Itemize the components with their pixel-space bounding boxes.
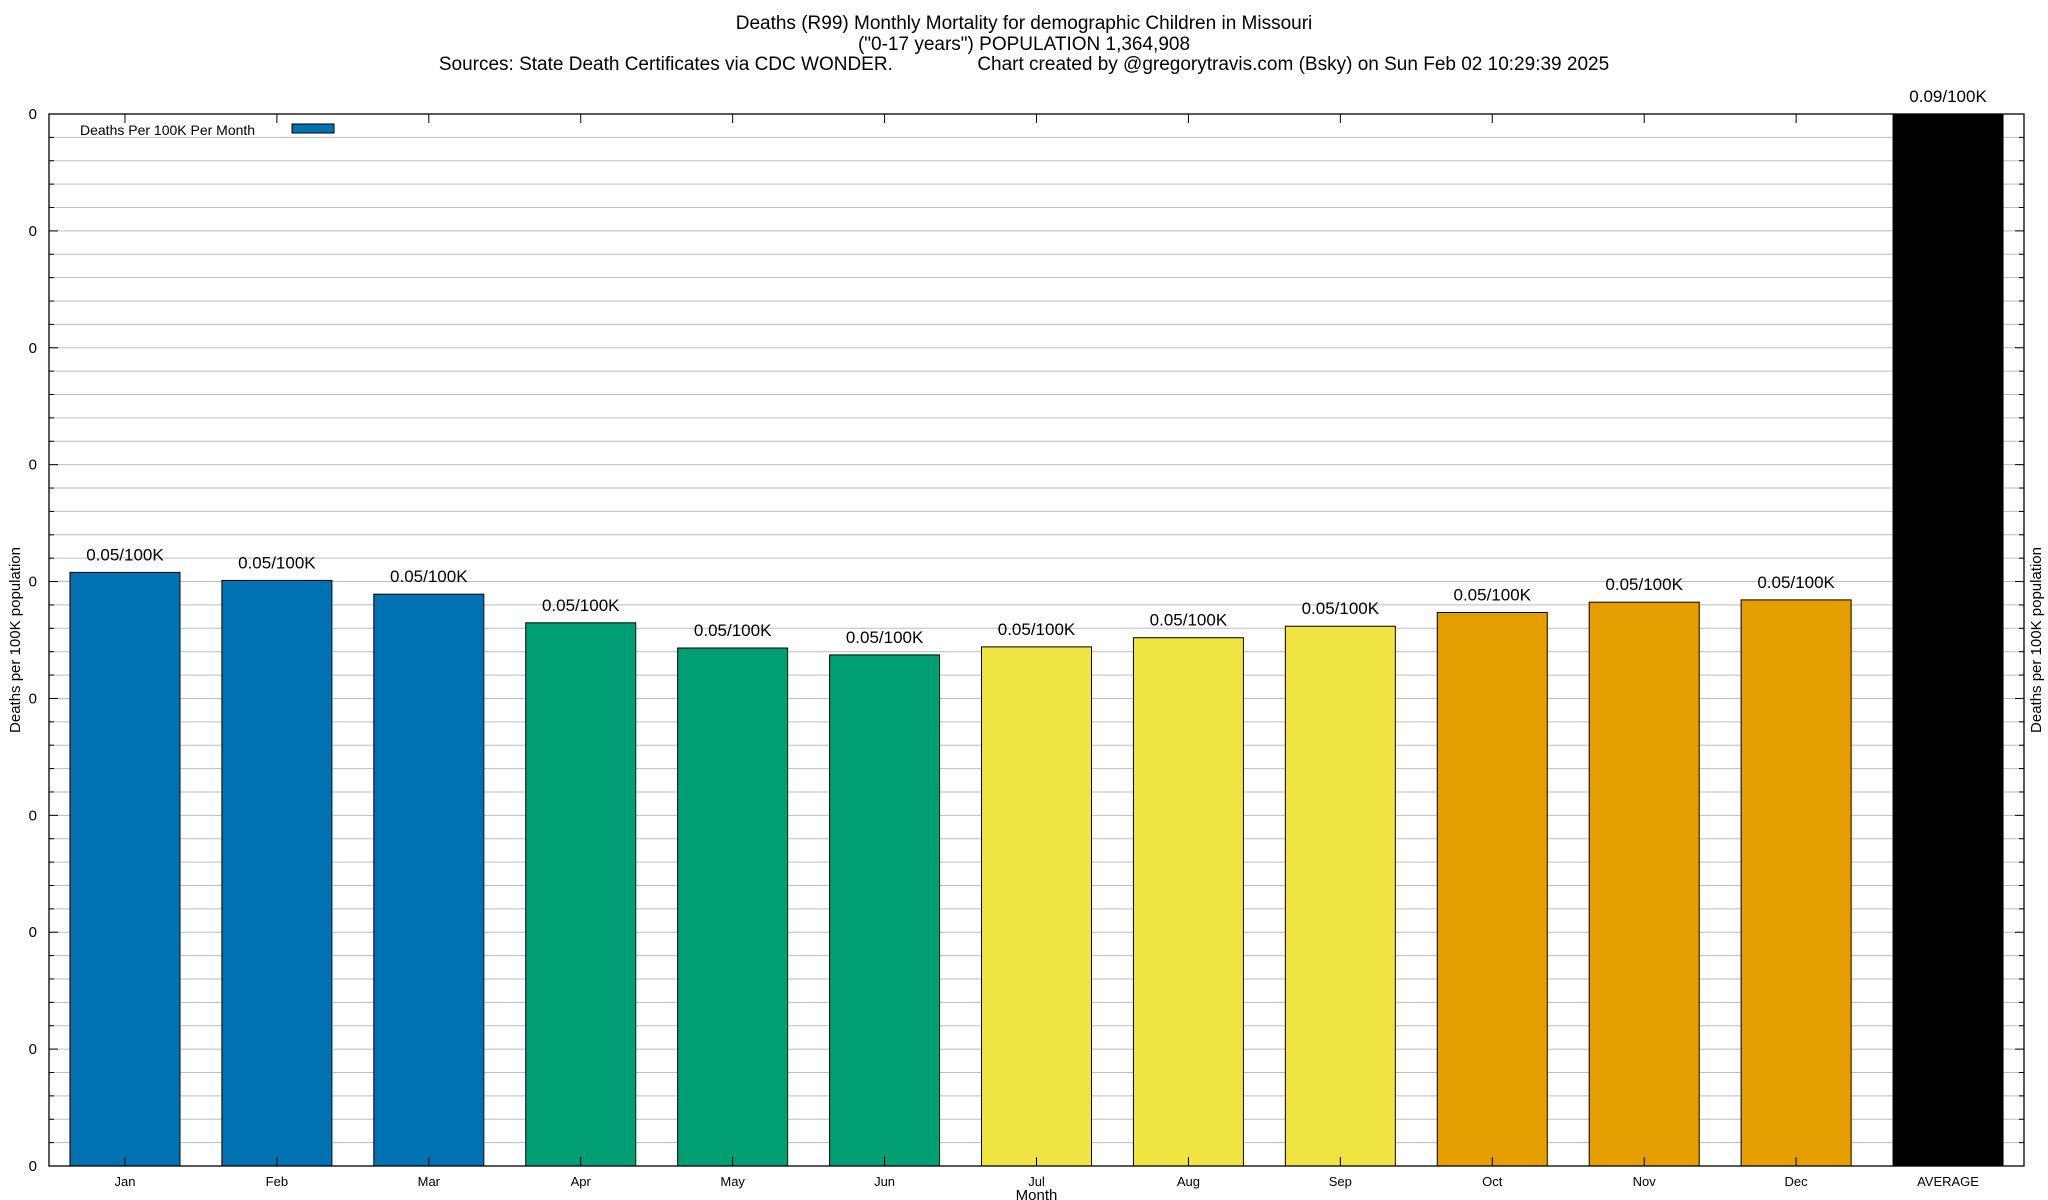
x-tick-label: Dec — [1785, 1174, 1809, 1189]
x-tick-label: AVERAGE — [1917, 1174, 1979, 1189]
bar — [1588, 601, 1700, 1167]
bar — [1892, 113, 2004, 1167]
data-label: 0.09/100K — [1909, 87, 1987, 106]
chart-subtitle: ("0-17 years") POPULATION 1,364,908 — [857, 34, 1191, 55]
bar — [525, 622, 637, 1167]
x-tick-label: Jan — [114, 1174, 135, 1189]
y-tick-label: 0 — [29, 1158, 37, 1175]
legend-label: Deaths Per 100K Per Month — [80, 122, 255, 138]
chart-source-line: Sources: State Death Certificates via CD… — [438, 54, 1610, 75]
x-tick-label: Jun — [874, 1174, 895, 1189]
bar — [1284, 625, 1396, 1167]
y2-axis-label: Deaths per 100K population — [2028, 547, 2045, 733]
data-label: 0.05/100K — [1150, 611, 1228, 630]
data-label: 0.05/100K — [1302, 599, 1380, 618]
bar — [373, 593, 485, 1167]
bar — [1132, 637, 1244, 1167]
plot-frame — [48, 113, 2025, 1167]
x-axis-label: Month — [1016, 1187, 1058, 1200]
y-tick-label: 0 — [29, 340, 37, 357]
data-label: 0.05/100K — [694, 621, 772, 640]
data-label: 0.05/100K — [238, 553, 316, 572]
labels: 0 0 0 0 0 0 0 0 0 0 Jan 0.05/100K Feb 0.05/100K Mar 0.0… — [29, 87, 1988, 1189]
bars — [69, 113, 2004, 1167]
bar — [829, 654, 941, 1167]
legend-swatch — [291, 123, 335, 134]
data-label: 0.05/100K — [86, 545, 164, 564]
data-label: 0.05/100K — [542, 596, 620, 615]
y-tick-label: 0 — [29, 223, 37, 240]
x-tick-label: Feb — [266, 1174, 288, 1189]
data-label: 0.05/100K — [846, 628, 924, 647]
x-tick-label: May — [720, 1174, 745, 1189]
data-label: 0.05/100K — [1454, 585, 1532, 604]
x-tick-label: Jul — [1028, 1174, 1045, 1189]
y-tick-label: 0 — [29, 457, 37, 474]
x-tick-label: Sep — [1329, 1174, 1352, 1189]
bar — [1436, 611, 1548, 1167]
data-label: 0.05/100K — [390, 567, 468, 586]
bar — [981, 646, 1092, 1167]
x-tick-label: Oct — [1482, 1174, 1503, 1189]
data-label: 0.05/100K — [998, 620, 1076, 639]
axis-ticks — [49, 113, 2024, 1167]
y-tick-label: 0 — [29, 690, 37, 707]
x-tick-label: Apr — [571, 1174, 592, 1189]
bar — [221, 579, 333, 1167]
legend: Deaths Per 100K Per Month — [80, 122, 335, 138]
bar — [1740, 599, 1852, 1167]
bar — [677, 647, 789, 1167]
y-tick-label: 0 — [29, 574, 37, 591]
data-label: 0.05/100K — [1757, 573, 1835, 592]
data-label: 0.05/100K — [1605, 575, 1683, 594]
x-tick-label: Nov — [1633, 1174, 1657, 1189]
chart-title: Deaths (R99) Monthly Mortality for demog… — [735, 13, 1313, 34]
y-axis-label: Deaths per 100K population — [7, 547, 24, 733]
x-tick-label: Mar — [418, 1174, 441, 1189]
y-tick-label: 0 — [29, 1041, 37, 1058]
x-tick-label: Aug — [1177, 1174, 1200, 1189]
y-tick-label: 0 — [29, 106, 37, 123]
bar — [69, 571, 181, 1167]
y-tick-label: 0 — [29, 807, 37, 824]
y-tick-label: 0 — [29, 924, 37, 941]
